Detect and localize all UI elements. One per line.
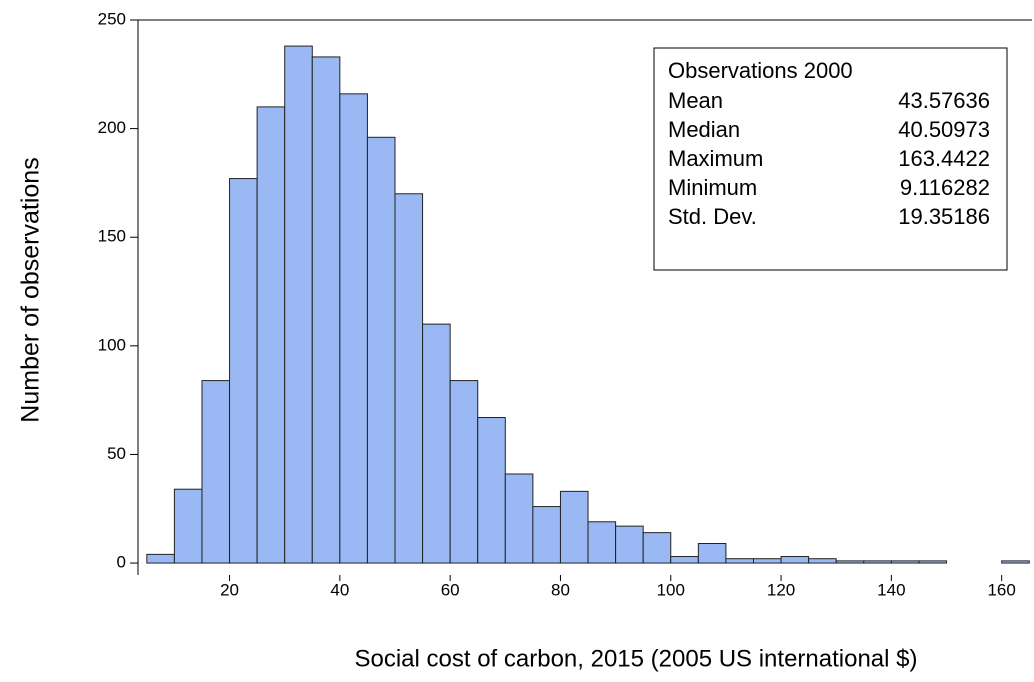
x-tick-label: 40 [330, 580, 349, 599]
stats-value: 40.50973 [898, 117, 990, 142]
bar [587, 521, 617, 564]
bar [780, 556, 810, 564]
y-tick-label: 250 [98, 9, 126, 28]
x-tick-label: 20 [220, 580, 239, 599]
y-tick-label: 0 [117, 553, 126, 572]
stats-value: 9.116282 [900, 175, 990, 200]
y-tick-label: 100 [98, 335, 126, 354]
bar [1001, 560, 1030, 564]
x-tick-label: 120 [767, 580, 795, 599]
y-tick-label: 50 [107, 444, 126, 463]
bar [284, 45, 313, 564]
bar [422, 323, 451, 564]
x-tick-label: 80 [551, 580, 570, 599]
bar [615, 525, 644, 564]
x-tick-label: 60 [441, 580, 460, 599]
stats-label: Maximum [668, 146, 763, 171]
bar [697, 543, 727, 564]
x-axis-label: Social cost of carbon, 2015 (2005 US int… [354, 645, 917, 672]
stats-value: 43.57636 [898, 88, 990, 113]
stats-label: Std. Dev. [668, 204, 757, 229]
bar [808, 558, 837, 564]
stats-label: Minimum [668, 175, 757, 200]
bar [504, 473, 534, 564]
stats-value: 163.4422 [898, 146, 990, 171]
x-tick-label: 160 [987, 580, 1015, 599]
bar [863, 560, 892, 564]
stats-title: Observations 2000 [668, 58, 853, 83]
bar [890, 560, 920, 564]
bar [835, 560, 865, 564]
y-tick-label: 150 [98, 227, 126, 246]
bar [532, 506, 561, 564]
bar [146, 553, 175, 564]
bar [449, 380, 479, 564]
bar [559, 490, 589, 564]
bar [256, 106, 286, 564]
bar [339, 93, 368, 564]
bar [670, 556, 699, 564]
y-axis-label: Number of observations [17, 157, 45, 422]
stats-value: 19.35186 [898, 204, 990, 229]
x-tick-label: 100 [657, 580, 685, 599]
bar [394, 193, 424, 564]
bar [642, 532, 672, 564]
bar [918, 560, 948, 564]
stats-label: Mean [668, 88, 723, 113]
bar [366, 136, 396, 564]
bar [752, 558, 782, 564]
bar [229, 178, 258, 564]
stats-box [653, 47, 1008, 271]
y-tick-label: 200 [98, 118, 126, 137]
bar [477, 417, 506, 564]
stats-label: Median [668, 117, 740, 142]
bar [725, 558, 754, 564]
bar [173, 488, 203, 564]
bar [311, 56, 341, 564]
bar [201, 380, 231, 564]
x-tick-label: 140 [877, 580, 905, 599]
